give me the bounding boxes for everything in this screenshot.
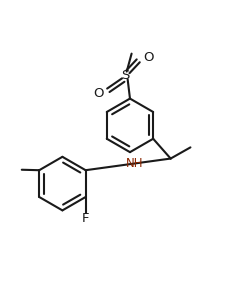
Text: O: O [93,87,104,100]
Text: S: S [122,69,130,82]
Text: F: F [82,212,89,226]
Text: O: O [143,51,154,64]
Text: NH: NH [126,158,144,170]
